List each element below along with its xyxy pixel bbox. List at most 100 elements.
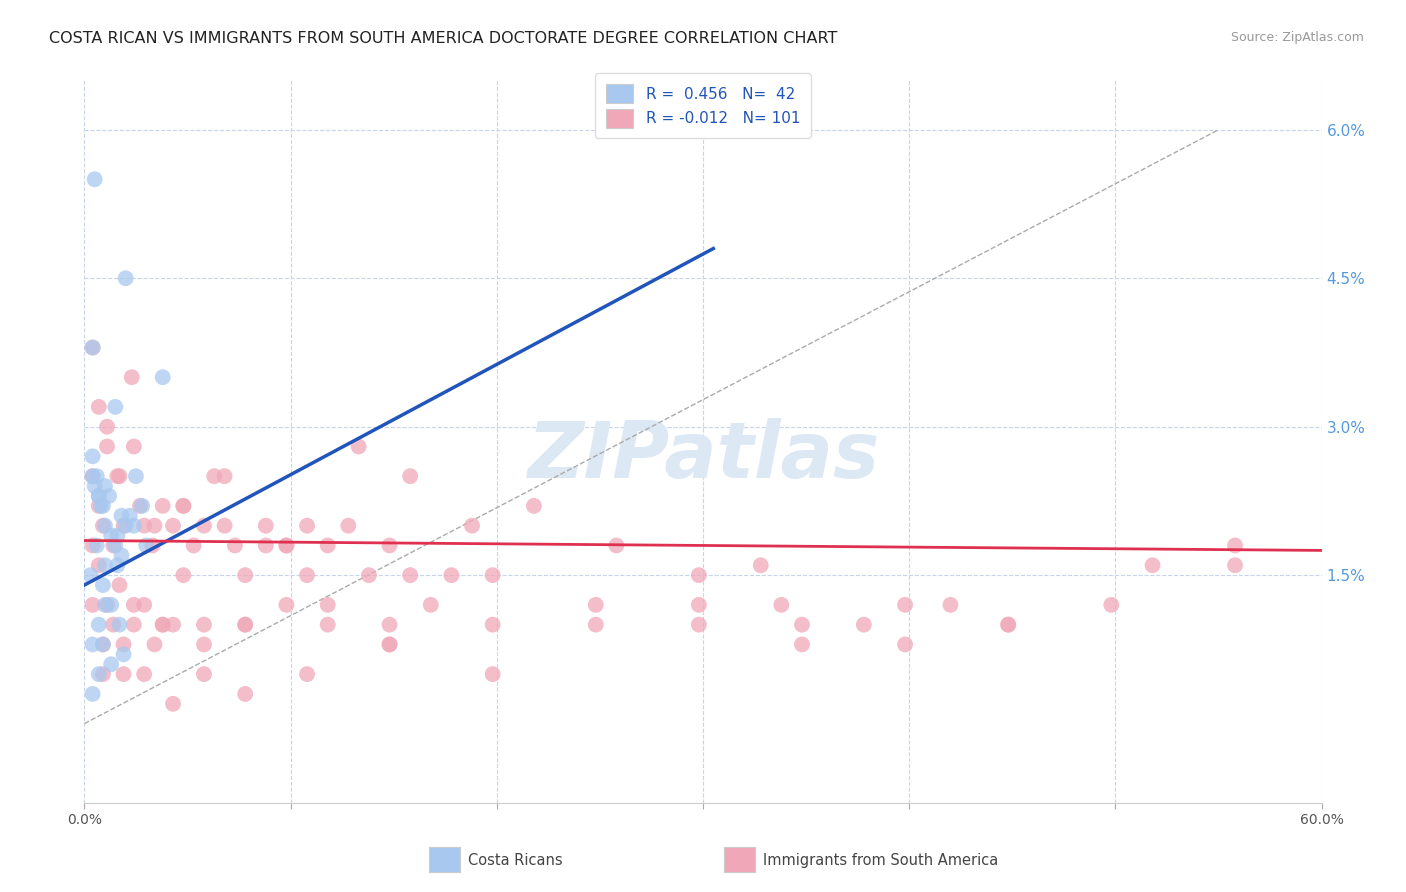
Point xyxy=(605,539,627,553)
Point xyxy=(585,598,607,612)
Point xyxy=(193,637,215,651)
Point xyxy=(94,598,117,612)
Point xyxy=(143,518,166,533)
Point xyxy=(122,440,145,454)
Point xyxy=(122,518,145,533)
Point xyxy=(82,637,104,651)
Point xyxy=(378,617,401,632)
Point xyxy=(91,637,114,651)
Point xyxy=(100,528,122,542)
Point xyxy=(347,440,370,454)
Point xyxy=(481,667,503,681)
Point xyxy=(87,499,110,513)
Point xyxy=(108,617,131,632)
Point xyxy=(87,558,110,573)
Point xyxy=(87,617,110,632)
Point xyxy=(295,518,318,533)
Point xyxy=(114,518,136,533)
Point xyxy=(87,489,110,503)
Point xyxy=(378,637,401,651)
Point xyxy=(87,489,110,503)
Point xyxy=(143,637,166,651)
Point xyxy=(122,598,145,612)
Point xyxy=(94,558,117,573)
Point xyxy=(96,419,118,434)
Point xyxy=(110,508,132,523)
Point xyxy=(98,489,121,503)
Point xyxy=(183,539,205,553)
Point xyxy=(688,617,710,632)
Point xyxy=(233,687,256,701)
Point xyxy=(96,598,118,612)
Point xyxy=(852,617,875,632)
Point xyxy=(134,518,156,533)
Point xyxy=(749,558,772,573)
Point xyxy=(337,518,360,533)
Point xyxy=(202,469,225,483)
Point xyxy=(141,539,163,553)
Point xyxy=(276,539,298,553)
Point xyxy=(939,598,962,612)
Point xyxy=(108,469,131,483)
Text: COSTA RICAN VS IMMIGRANTS FROM SOUTH AMERICA DOCTORATE DEGREE CORRELATION CHART: COSTA RICAN VS IMMIGRANTS FROM SOUTH AME… xyxy=(49,31,838,46)
Point xyxy=(118,508,141,523)
Point xyxy=(295,667,318,681)
Point xyxy=(135,539,157,553)
Point xyxy=(82,450,104,464)
Point xyxy=(104,539,127,553)
Point xyxy=(1223,558,1246,573)
Point xyxy=(100,598,122,612)
Point xyxy=(193,617,215,632)
Point xyxy=(112,518,135,533)
Point xyxy=(82,469,104,483)
Point xyxy=(105,528,128,542)
Point xyxy=(122,617,145,632)
Point xyxy=(110,549,132,563)
Point xyxy=(152,617,174,632)
Point xyxy=(894,637,917,651)
Point xyxy=(82,539,104,553)
Point xyxy=(316,598,339,612)
Point xyxy=(378,637,401,651)
Point xyxy=(108,578,131,592)
Point xyxy=(152,617,174,632)
Point xyxy=(481,568,503,582)
Point xyxy=(94,479,117,493)
Point xyxy=(125,469,148,483)
Point xyxy=(152,499,174,513)
Point xyxy=(105,469,128,483)
Point xyxy=(399,568,422,582)
Point xyxy=(162,697,184,711)
Point xyxy=(172,568,194,582)
Point xyxy=(105,558,128,573)
Point xyxy=(104,400,127,414)
Point xyxy=(295,568,318,582)
Point xyxy=(770,598,793,612)
Point xyxy=(419,598,441,612)
Point xyxy=(214,469,236,483)
Legend: R =  0.456   N=  42, R = -0.012   N= 101: R = 0.456 N= 42, R = -0.012 N= 101 xyxy=(595,73,811,138)
Point xyxy=(82,598,104,612)
Point xyxy=(86,539,108,553)
Point xyxy=(276,539,298,553)
Point xyxy=(131,499,153,513)
Text: Source: ZipAtlas.com: Source: ZipAtlas.com xyxy=(1230,31,1364,45)
Point xyxy=(112,648,135,662)
Point xyxy=(276,598,298,612)
Point xyxy=(585,617,607,632)
Point xyxy=(162,617,184,632)
Point xyxy=(94,518,117,533)
Point xyxy=(87,667,110,681)
Point xyxy=(82,341,104,355)
Point xyxy=(997,617,1019,632)
Point xyxy=(162,518,184,533)
Point xyxy=(790,637,813,651)
Point xyxy=(82,341,104,355)
Point xyxy=(214,518,236,533)
Point xyxy=(90,499,112,513)
Point xyxy=(894,598,917,612)
Point xyxy=(997,617,1019,632)
Point xyxy=(129,499,152,513)
Point xyxy=(233,617,256,632)
Point xyxy=(172,499,194,513)
